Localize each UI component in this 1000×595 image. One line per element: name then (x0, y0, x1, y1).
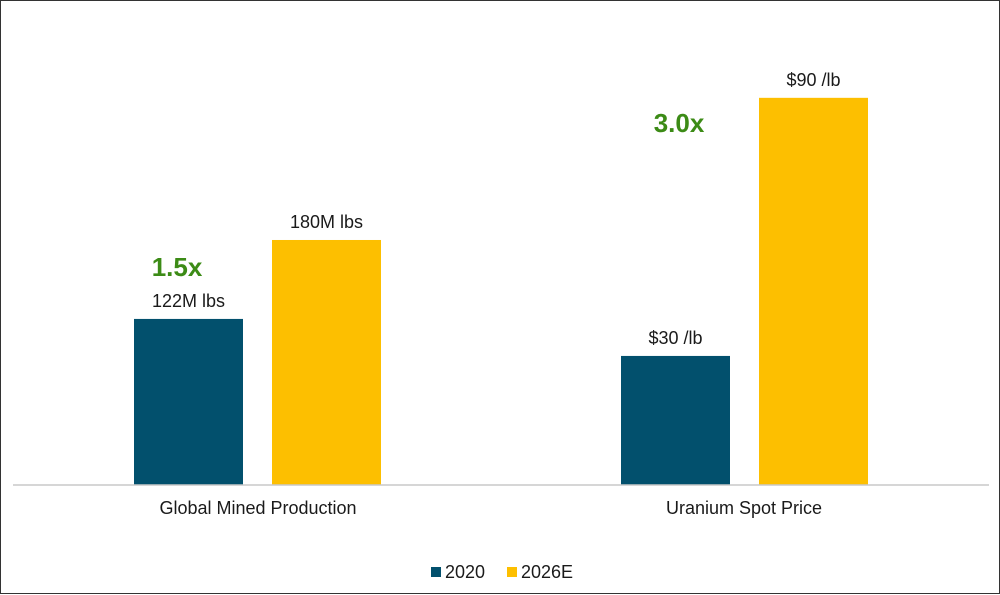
legend-swatch-2026e (507, 567, 517, 577)
bar-2-2020 (621, 355, 730, 485)
category-label: Global Mined Production (159, 498, 356, 518)
bar-1-2026e (272, 239, 381, 485)
legend: 2020 2026E (431, 562, 573, 582)
value-label: $30 /lb (648, 328, 702, 348)
bar-1-2020 (134, 318, 243, 485)
value-label: $90 /lb (786, 70, 840, 90)
category-label: Uranium Spot Price (666, 498, 822, 518)
value-label: 122M lbs (152, 291, 225, 311)
value-label: 180M lbs (290, 212, 363, 232)
legend-label-2026e: 2026E (521, 562, 573, 582)
multiplier-label: 1.5x (152, 252, 203, 282)
multiplier-label: 3.0x (654, 108, 705, 138)
legend-label-2020: 2020 (445, 562, 485, 582)
legend-swatch-2020 (431, 567, 441, 577)
bar-2-2026e (759, 97, 868, 485)
